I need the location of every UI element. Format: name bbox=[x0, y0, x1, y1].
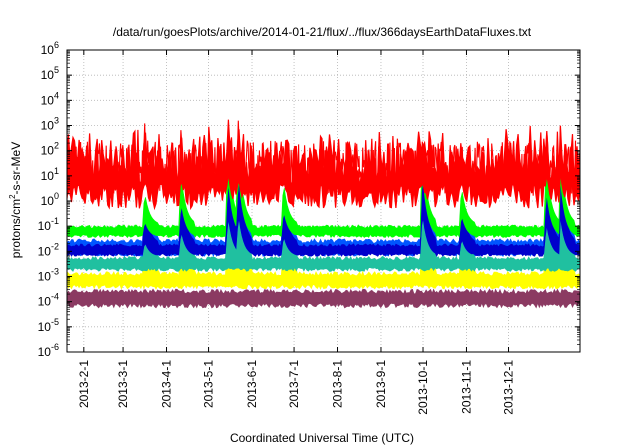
x-tick-label: 2013-10-1 bbox=[416, 360, 430, 415]
y-tick-base: 10 bbox=[38, 345, 52, 359]
chart-title: /data/run/goesPlots/archive/2014-01-21/f… bbox=[113, 25, 532, 39]
y-tick-exponent: 1 bbox=[54, 166, 59, 176]
y-axis-label: protons/cm2-s-sr-MeV bbox=[8, 142, 23, 258]
x-tick-label: 2013-2-1 bbox=[77, 360, 91, 408]
y-tick-label: 104 bbox=[41, 90, 59, 107]
y-tick-exponent: -6 bbox=[51, 342, 59, 352]
series-7-line bbox=[67, 120, 580, 197]
y-tick-label: 10-6 bbox=[38, 342, 59, 359]
y-tick-label: 10-5 bbox=[38, 317, 59, 334]
y-axis-label-rest: -s-sr-MeV bbox=[9, 142, 23, 195]
y-tick-exponent: -3 bbox=[51, 267, 59, 277]
x-tick-label: 2013-11-1 bbox=[459, 360, 473, 414]
y-tick-exponent: -5 bbox=[51, 317, 59, 327]
y-tick-label: 101 bbox=[41, 166, 59, 183]
y-tick-label: 10-1 bbox=[38, 216, 59, 233]
y-tick-exponent: -1 bbox=[51, 216, 59, 226]
y-tick-base: 10 bbox=[38, 219, 52, 233]
y-tick-base: 10 bbox=[38, 295, 52, 309]
series-layer bbox=[67, 119, 580, 309]
y-tick-base: 10 bbox=[38, 320, 52, 334]
x-tick-label: 2013-12-1 bbox=[502, 360, 516, 415]
y-tick-label: 102 bbox=[41, 141, 59, 158]
y-tick-base: 10 bbox=[41, 93, 55, 107]
y-tick-base: 10 bbox=[41, 144, 55, 158]
y-axis-label-sup: 2 bbox=[8, 194, 17, 199]
y-tick-base: 10 bbox=[41, 169, 55, 183]
x-tick-label: 2013-5-1 bbox=[202, 360, 216, 408]
y-tick-base: 10 bbox=[41, 68, 55, 82]
x-tick-label: 2013-6-1 bbox=[245, 360, 259, 408]
x-tick-label: 2013-9-1 bbox=[374, 360, 388, 408]
y-tick-label: 106 bbox=[41, 40, 59, 57]
axes: 10-610-510-410-310-210-11001011021031041… bbox=[38, 40, 580, 415]
y-tick-label: 103 bbox=[41, 116, 59, 133]
y-tick-label: 10-2 bbox=[38, 241, 59, 258]
y-tick-exponent: 6 bbox=[54, 40, 59, 50]
y-tick-exponent: 4 bbox=[54, 90, 59, 100]
y-tick-label: 10-4 bbox=[38, 292, 59, 309]
y-tick-base: 10 bbox=[41, 43, 55, 57]
y-tick-label: 100 bbox=[41, 191, 59, 208]
y-tick-exponent: 3 bbox=[54, 116, 59, 126]
y-tick-exponent: 2 bbox=[54, 141, 59, 151]
y-tick-base: 10 bbox=[41, 194, 55, 208]
y-tick-base: 10 bbox=[38, 270, 52, 284]
y-tick-exponent: -4 bbox=[51, 292, 59, 302]
y-tick-label: 10-3 bbox=[38, 267, 59, 284]
y-tick-exponent: -2 bbox=[51, 241, 59, 251]
x-axis-label: Coordinated Universal Time (UTC) bbox=[230, 431, 414, 445]
x-tick-label: 2013-3-1 bbox=[116, 360, 130, 408]
x-tick-label: 2013-4-1 bbox=[160, 360, 174, 408]
x-tick-label: 2013-7-1 bbox=[287, 360, 301, 408]
y-tick-exponent: 0 bbox=[54, 191, 59, 201]
y-tick-label: 105 bbox=[41, 65, 59, 82]
y-tick-base: 10 bbox=[41, 119, 55, 133]
y-tick-base: 10 bbox=[38, 244, 52, 258]
series-1-band bbox=[67, 288, 580, 309]
y-tick-exponent: 5 bbox=[54, 65, 59, 75]
x-tick-label: 2013-8-1 bbox=[331, 360, 345, 408]
y-axis-label-main: protons/cm bbox=[9, 199, 23, 258]
